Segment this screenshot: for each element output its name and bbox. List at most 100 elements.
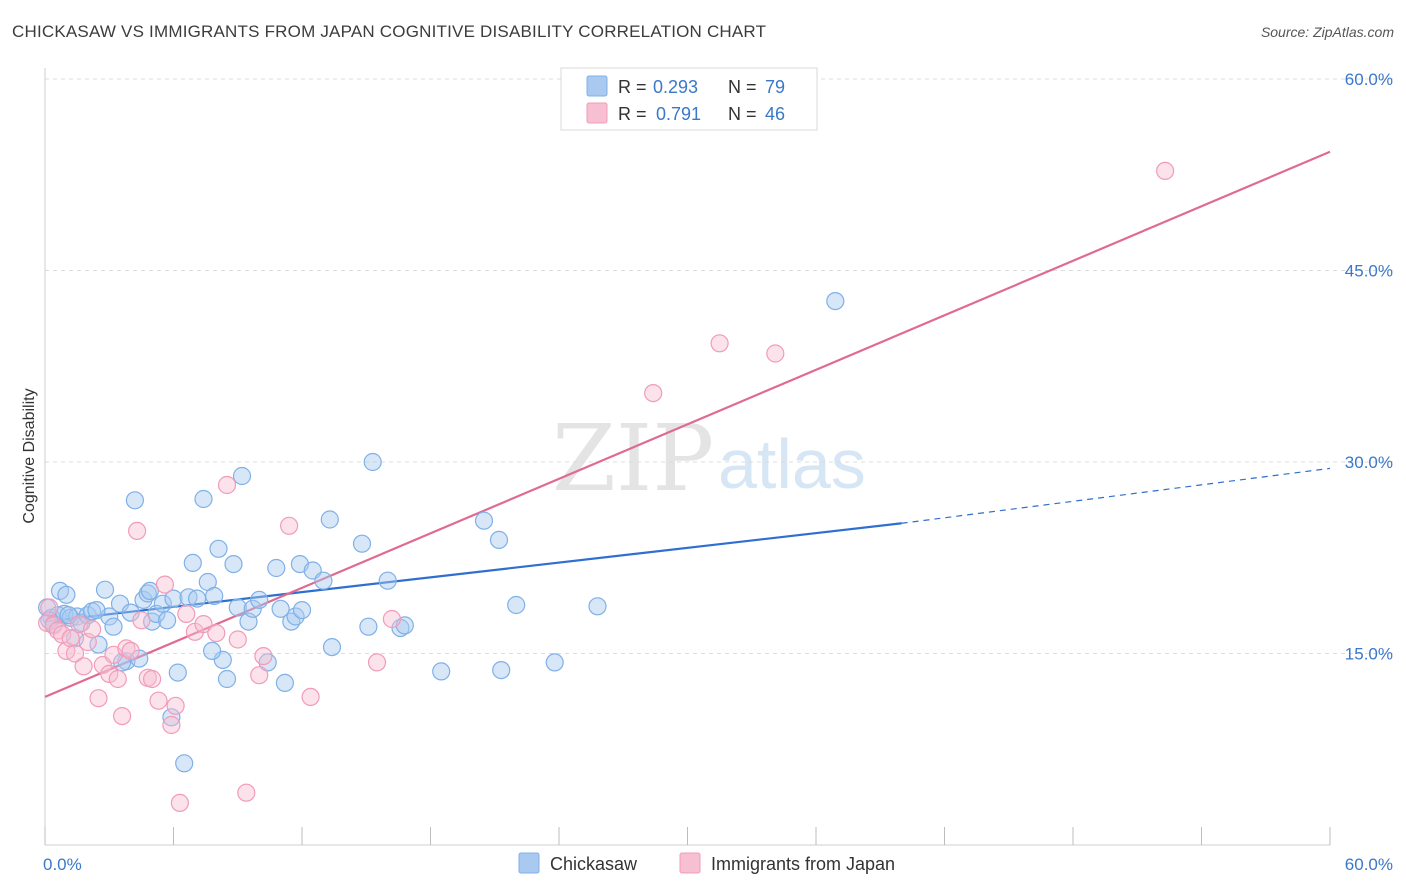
legend-n-value-1: 79	[765, 77, 785, 97]
point-chickasaw-73	[162, 708, 181, 727]
source-label: Source: ZipAtlas.com	[1260, 24, 1394, 40]
point-chickasaw-55	[314, 571, 333, 590]
bottom-legend: Chickasaw Immigrants from Japan	[518, 852, 895, 874]
watermark-atlas: atlas	[718, 425, 866, 503]
legend-n-label-2: N =	[728, 104, 757, 124]
point-chickasaw-58	[352, 534, 372, 553]
point-chickasaw-44	[243, 599, 262, 618]
bottom-legend-swatch-japan	[679, 852, 701, 874]
point-japan-40	[367, 653, 387, 672]
point-chickasaw-47	[267, 558, 286, 578]
point-chickasaw-14	[95, 580, 115, 599]
point-chickasaw-69	[545, 653, 564, 672]
point-japan-38	[280, 516, 299, 535]
y-tick-label-30: 30.0%	[1345, 453, 1393, 472]
legend-r-value-2: 0.791	[656, 104, 701, 124]
point-japan-20	[128, 521, 147, 541]
point-chickasaw-6	[57, 585, 76, 604]
point-chickasaw-71	[826, 292, 845, 311]
point-chickasaw-28	[164, 589, 183, 608]
point-japan-19	[121, 641, 140, 661]
point-japan-41	[382, 609, 401, 629]
point-japan-7	[65, 644, 85, 663]
point-chickasaw-32	[183, 553, 202, 573]
point-chickasaw-59	[359, 617, 378, 636]
point-japan-12	[89, 689, 108, 708]
bottom-legend-swatch-chickasaw	[518, 852, 540, 874]
legend-r-label-2: R =	[618, 104, 647, 124]
point-chickasaw-27	[158, 611, 177, 630]
legend-swatch-japan	[586, 102, 608, 124]
point-chickasaw-23	[138, 584, 157, 603]
y-tick-label-15: 15.0%	[1345, 645, 1393, 664]
point-chickasaw-49	[275, 673, 294, 693]
point-chickasaw-56	[320, 510, 339, 529]
point-chickasaw-40	[224, 554, 243, 574]
point-japan-31	[194, 614, 213, 634]
point-japan-29	[177, 604, 196, 624]
point-chickasaw-67	[492, 660, 511, 680]
point-japan-16	[108, 669, 127, 689]
point-japan-36	[250, 666, 269, 685]
point-chickasaw-70	[588, 597, 607, 616]
point-chickasaw-53	[292, 600, 312, 620]
point-chickasaw-29	[168, 663, 187, 682]
y-tick-label-45: 45.0%	[1345, 262, 1393, 281]
point-japan-24	[149, 691, 168, 710]
watermark-zip: ZIP	[552, 405, 714, 512]
legend: R = 0.293 N = 79 R = 0.791 N = 46	[560, 67, 818, 131]
bottom-legend-chickasaw: Chickasaw	[550, 854, 638, 874]
point-chickasaw-33	[188, 589, 207, 608]
point-japan-11	[82, 620, 102, 639]
point-japan-25	[155, 575, 174, 594]
point-chickasaw-48	[271, 599, 290, 618]
point-chickasaw-42	[232, 466, 252, 486]
point-chickasaw-68	[507, 595, 526, 615]
legend-n-value-2: 46	[765, 104, 785, 124]
point-japan-35	[237, 783, 256, 802]
y-axis-title: Cognitive Disability	[21, 388, 38, 523]
x-tick-label-max: 60.0%	[1345, 855, 1393, 874]
point-chickasaw-60	[363, 452, 382, 472]
point-japan-1	[40, 598, 59, 617]
legend-n-label-1: N =	[728, 77, 757, 97]
point-japan-32	[207, 623, 226, 643]
legend-r-label-1: R =	[618, 77, 647, 97]
point-chickasaw-66	[489, 530, 509, 550]
bottom-legend-japan: Immigrants from Japan	[711, 854, 895, 874]
point-chickasaw-20	[125, 491, 144, 510]
point-japan-21	[132, 611, 151, 630]
gridlines: 15.0% 30.0% 45.0% 60.0%	[45, 70, 1395, 664]
point-chickasaw-36	[205, 586, 224, 606]
point-japan-39	[301, 687, 320, 707]
point-chickasaw-25	[147, 604, 166, 624]
watermark: ZIP atlas	[552, 405, 866, 512]
point-chickasaw-61	[378, 571, 397, 590]
point-japan-34	[228, 630, 247, 649]
point-chickasaw-65	[474, 511, 494, 530]
point-chickasaw-13	[89, 635, 108, 654]
point-chickasaw-37	[209, 539, 228, 558]
y-tick-label-60: 60.0%	[1345, 70, 1393, 89]
point-chickasaw-57	[322, 637, 342, 657]
point-chickasaw-30	[175, 754, 194, 773]
point-japan-9	[74, 657, 93, 676]
point-chickasaw-41	[228, 598, 247, 617]
data-points	[37, 161, 1175, 813]
point-japan-26	[162, 715, 181, 735]
chart-title: CHICKASAW VS IMMIGRANTS FROM JAPAN COGNI…	[12, 22, 767, 41]
point-japan-42	[644, 384, 663, 403]
point-japan-17	[112, 706, 132, 726]
point-chickasaw-72	[203, 641, 222, 661]
point-japan-44	[766, 344, 785, 363]
point-japan-45	[1155, 161, 1175, 180]
point-chickasaw-45	[250, 590, 269, 610]
trend-line-chickasaw-extension	[901, 467, 1331, 524]
legend-r-value-1: 0.293	[653, 77, 698, 97]
point-japan-27	[166, 696, 185, 715]
point-chickasaw-26	[153, 594, 172, 613]
point-japan-33	[217, 475, 237, 495]
axes: 0.0% 60.0%	[43, 68, 1393, 874]
point-japan-23	[143, 669, 162, 689]
